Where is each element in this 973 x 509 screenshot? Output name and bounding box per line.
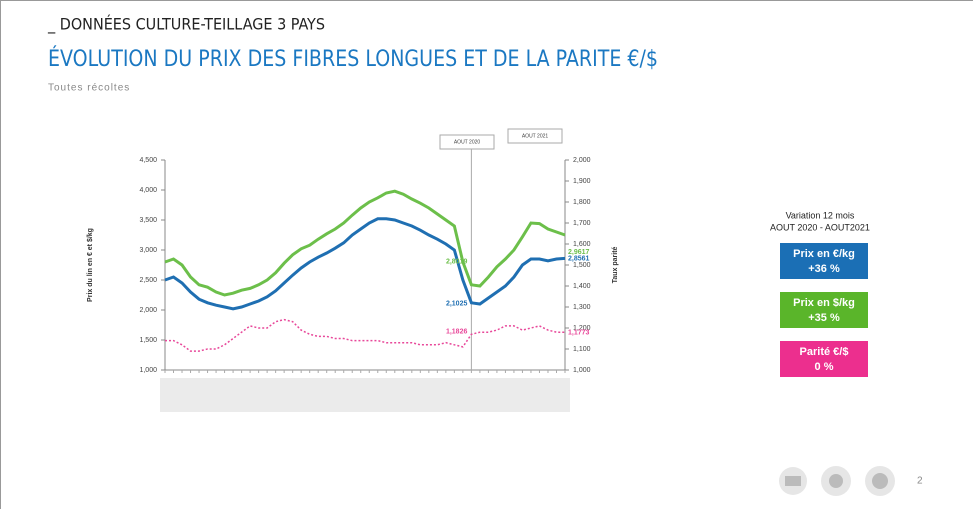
y-tick-label: 4,500 — [139, 157, 157, 164]
panel-period: AOUT 2020 - AOUT2021 — [770, 222, 870, 232]
y-axis-title: Prix du lin en € et $/kg — [87, 228, 94, 302]
y2-tick-label: 1,600 — [573, 241, 591, 248]
annotation: 2,1025 — [446, 301, 468, 308]
series-line — [165, 318, 565, 352]
series-line — [164, 217, 566, 311]
y-tick-label: 3,000 — [139, 247, 157, 254]
panel-box-label: Parité €/$ — [800, 346, 849, 358]
panel-box-change: +36 % — [808, 263, 840, 275]
panel-box-change: 0 % — [815, 361, 834, 373]
panel-box — [780, 341, 868, 377]
header: _ DONNÉES CULTURE-TEILLAGE 3 PAYS — [47, 15, 325, 35]
y2-tick-label: 1,100 — [573, 346, 591, 353]
panel-box-label: Prix en €/kg — [793, 248, 855, 260]
y2-tick-label: 1,900 — [573, 178, 591, 185]
panel-heading: Variation 12 mois — [786, 210, 855, 220]
marker-label: AOUT 2021 — [522, 133, 549, 139]
marker-box — [439, 134, 495, 150]
y2-tick-label: 2,000 — [573, 157, 591, 164]
y-tick-label: 3,500 — [139, 217, 157, 224]
annotation: 1,1773 — [568, 330, 590, 337]
y2-tick-label: 1,000 — [573, 367, 591, 374]
y2-tick-label: 1,500 — [573, 262, 591, 269]
y2-tick-label: 1,300 — [573, 304, 591, 311]
y-tick-label: 2,000 — [139, 307, 157, 314]
title: ÉVOLUTION DU PRIX DES FIBRES LONGUES ET … — [48, 46, 658, 72]
y-tick-label: 4,000 — [139, 187, 157, 194]
marker-box — [507, 128, 563, 144]
y2-tick-label: 1,700 — [573, 220, 591, 227]
y2-tick-label: 1,200 — [573, 325, 591, 332]
y-tick-label: 1,000 — [139, 367, 157, 374]
y-tick-label: 2,500 — [139, 277, 157, 284]
panel-box — [780, 292, 868, 328]
annotation: 2,9617 — [568, 249, 590, 256]
annotation: 1,1826 — [446, 328, 468, 335]
y2-axis-title: Taux parité — [612, 246, 619, 283]
y2-tick-label: 1,400 — [573, 283, 591, 290]
x-date-labels — [160, 378, 570, 412]
y2-tick-label: 1,800 — [573, 199, 591, 206]
panel-box — [780, 243, 868, 279]
marker-label: AOUT 2020 — [454, 139, 481, 145]
annotation: 2,8019 — [446, 259, 468, 266]
logos — [779, 466, 895, 496]
y-tick-label: 1,500 — [139, 337, 157, 344]
subtitle: Toutes récoltes — [48, 83, 130, 94]
page-number: 2 — [917, 476, 923, 487]
panel-box-change: +35 % — [808, 312, 840, 324]
series-line — [164, 189, 566, 297]
panel-box-label: Prix en $/kg — [793, 297, 855, 309]
annotation: 2,8561 — [568, 255, 590, 262]
